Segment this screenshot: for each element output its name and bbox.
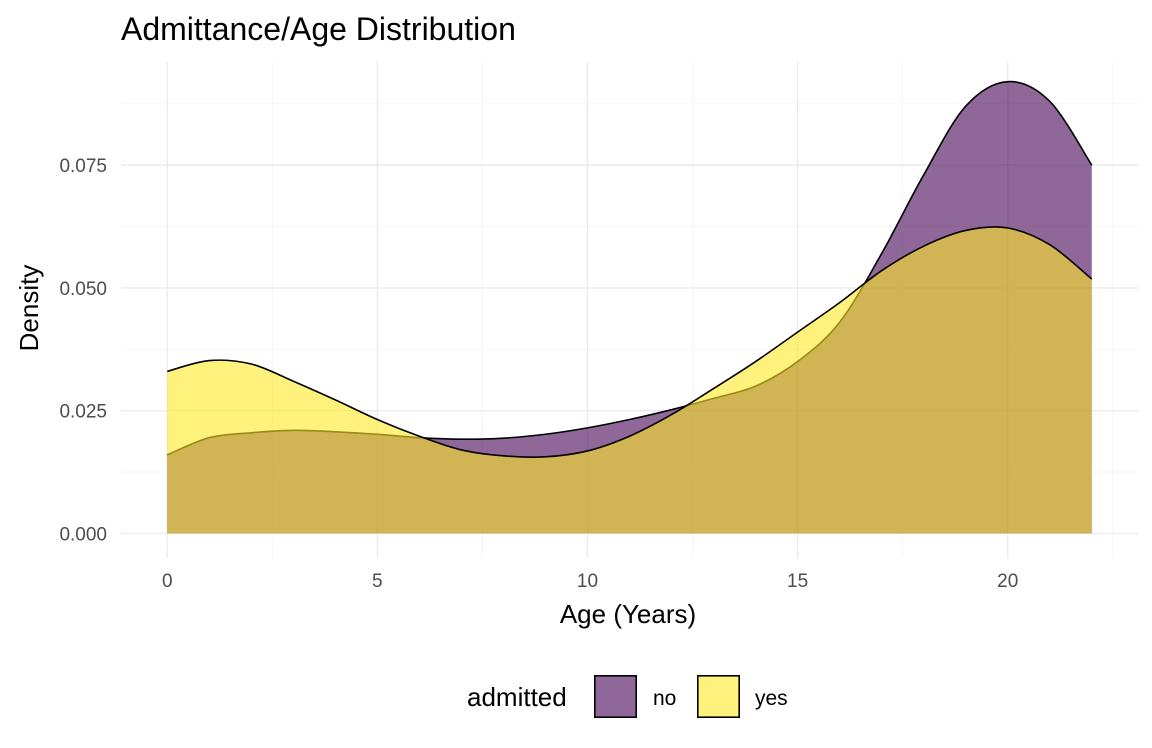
- legend-title: admitted: [467, 682, 567, 712]
- chart-title: Admittance/Age Distribution: [121, 11, 516, 47]
- y-tick-label: 0.000: [59, 524, 107, 545]
- y-tick-label: 0.025: [59, 402, 107, 423]
- y-tick-label: 0.075: [59, 156, 107, 177]
- x-tick-label: 20: [997, 571, 1018, 592]
- legend-label-no: no: [653, 687, 676, 710]
- legend: admitted no yes: [467, 674, 788, 718]
- x-tick-label: 15: [787, 571, 808, 592]
- density-areas: [166, 80, 1093, 534]
- density-line-yes: [167, 226, 1093, 458]
- x-axis-label: Age (Years): [560, 599, 696, 629]
- legend-key-no: [593, 674, 637, 718]
- y-tick-label: 0.050: [59, 279, 107, 300]
- y-axis-label: Density: [14, 265, 44, 352]
- x-tick-label: 5: [372, 571, 383, 592]
- density-area-yes: [167, 226, 1092, 534]
- legend-key-yes: [696, 674, 740, 718]
- x-tick-label: 0: [162, 571, 173, 592]
- legend-label-yes: yes: [755, 687, 788, 710]
- x-axis-ticks: 0 5 10 15 20: [162, 571, 1018, 592]
- x-tick-label: 10: [577, 571, 598, 592]
- y-axis-ticks: 0.000 0.025 0.050 0.075: [59, 156, 107, 545]
